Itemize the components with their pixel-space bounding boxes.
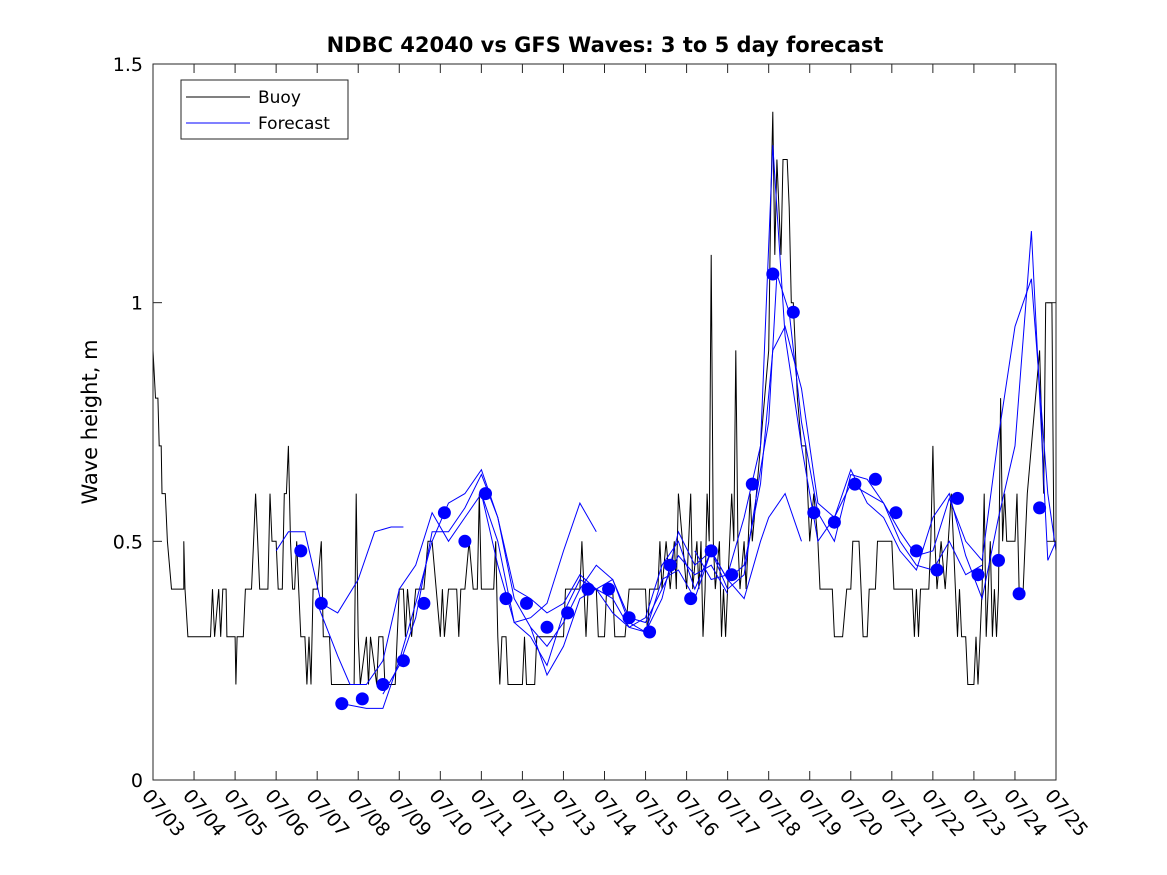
y-tick-label: 1 (131, 293, 143, 315)
forecast-point (663, 558, 677, 572)
plot-data (152, 111, 1057, 711)
forecast-point (868, 472, 882, 486)
forecast-point (540, 620, 554, 634)
forecast-point (458, 534, 472, 548)
forecast-point (971, 568, 985, 582)
forecast-point (930, 563, 944, 577)
forecast-point (335, 697, 349, 711)
forecast-point (1033, 501, 1047, 515)
forecast-point (725, 568, 739, 582)
forecast-point (355, 692, 369, 706)
forecast-point (909, 544, 923, 558)
forecast-point (848, 477, 862, 491)
forecast-point (1012, 587, 1026, 601)
forecast-point (622, 611, 636, 625)
forecast-point (602, 582, 616, 596)
x-tick-label: 07/22 (917, 785, 969, 841)
forecast-point (704, 544, 718, 558)
y-tick-label: 0 (131, 770, 143, 792)
y-tick-label: 1.5 (113, 54, 143, 76)
forecast-point (520, 596, 533, 610)
x-tick-label: 07/11 (466, 785, 518, 841)
forecast-point (561, 606, 575, 620)
y-tick-label: 0.5 (113, 531, 143, 553)
forecast-point (437, 506, 451, 520)
forecast-point (396, 654, 410, 668)
forecast-point (807, 506, 821, 520)
x-tick-label: 07/08 (342, 785, 394, 841)
forecast-point (581, 582, 595, 596)
x-tick-label: 07/17 (712, 785, 764, 841)
forecast-point (643, 625, 657, 639)
forecast-point (684, 592, 698, 606)
x-tick-label: 07/04 (178, 785, 230, 841)
x-tick-label: 07/21 (876, 785, 928, 841)
chart-title: NDBC 42040 vs GFS Waves: 3 to 5 day fore… (327, 33, 884, 57)
forecast-series-line-6 (530, 273, 1057, 677)
y-axis-label: Wave height, m (78, 339, 102, 504)
forecast-point (889, 506, 903, 520)
buoy-series-line (152, 111, 1056, 685)
forecast-point (766, 267, 780, 281)
axes: 00.511.507/0307/0407/0507/0607/0707/0807… (113, 54, 1092, 841)
x-tick-label: 07/12 (507, 785, 559, 841)
x-tick-label: 07/15 (630, 785, 682, 841)
legend-label-buoy: Buoy (258, 88, 301, 108)
forecast-series-line-3 (341, 468, 729, 709)
forecast-point (992, 553, 1005, 567)
forecast-point (827, 515, 841, 529)
x-tick-label: 07/18 (753, 785, 805, 841)
legend-label-forecast: Forecast (258, 114, 330, 134)
forecast-series-line-2 (316, 492, 597, 685)
x-tick-label: 07/07 (301, 785, 353, 841)
x-tick-label: 07/09 (383, 785, 435, 841)
forecast-point (417, 596, 431, 610)
forecast-point (745, 477, 759, 491)
x-tick-label: 07/06 (260, 785, 312, 841)
plot-frame (152, 63, 1057, 781)
x-tick-label: 07/05 (219, 785, 271, 841)
forecast-point (314, 596, 328, 610)
x-tick-label: 07/03 (137, 785, 189, 841)
forecast-series-line-1 (275, 526, 404, 614)
x-tick-label: 07/23 (958, 785, 1010, 841)
legend: Buoy Forecast (180, 79, 349, 140)
x-tick-label: 07/14 (589, 785, 641, 841)
x-tick-label: 07/19 (794, 785, 846, 841)
x-tick-label: 07/24 (999, 785, 1051, 841)
forecast-point (479, 487, 492, 501)
x-tick-label: 07/25 (1040, 785, 1092, 841)
forecast-series-line-7 (694, 145, 1057, 601)
x-tick-label: 07/20 (835, 785, 887, 841)
forecast-point (499, 592, 513, 606)
legend-box (180, 79, 349, 140)
x-tick-label: 07/10 (424, 785, 476, 841)
forecast-point (376, 678, 390, 691)
x-tick-label: 07/13 (548, 785, 600, 841)
x-tick-label: 07/16 (671, 785, 723, 841)
forecast-point (951, 491, 964, 505)
forecast-point (786, 305, 800, 319)
forecast-point (294, 544, 308, 558)
